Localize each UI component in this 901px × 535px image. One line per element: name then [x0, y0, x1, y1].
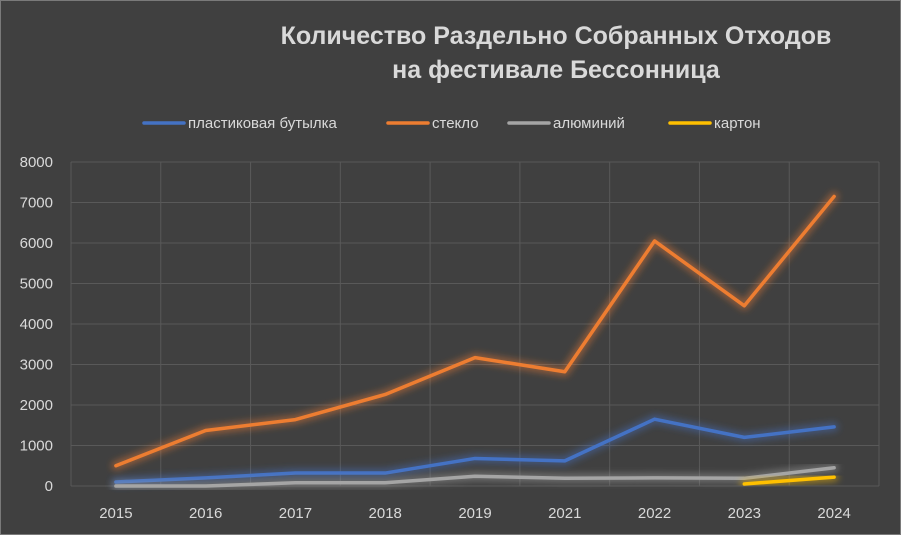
y-tick-label: 5000 [20, 276, 53, 293]
y-tick-label: 3000 [20, 357, 53, 374]
series-1 [111, 191, 839, 471]
chart-title-line-2: на фестивале Бессонница [392, 56, 720, 84]
x-tick-label: 2017 [279, 505, 312, 522]
x-tick-label: 2021 [548, 505, 581, 522]
x-tick-label: 2019 [458, 505, 491, 522]
series-2 [111, 463, 839, 491]
y-tick-label: 4000 [20, 316, 53, 333]
y-tick-label: 8000 [20, 154, 53, 171]
y-tick-label: 1000 [20, 438, 53, 455]
y-tick-label: 7000 [20, 195, 53, 212]
x-tick-label: 2024 [817, 505, 850, 522]
legend-label: картон [714, 115, 761, 132]
legend-label: алюминий [553, 115, 625, 132]
chart-title: Количество Раздельно Собранных Отходов н… [231, 19, 881, 87]
series-line [742, 475, 836, 486]
series-0 [111, 414, 839, 487]
y-tick-label: 2000 [20, 397, 53, 414]
chart-title-line-1: Количество Раздельно Собранных Отходов [280, 22, 832, 50]
series-line-glow [111, 191, 839, 471]
x-tick-label: 2016 [189, 505, 222, 522]
series-3 [739, 472, 839, 489]
y-tick-label: 6000 [20, 235, 53, 252]
x-tick-label: 2015 [99, 505, 132, 522]
legend-label: пластиковая бутылка [188, 115, 338, 132]
x-tick-label: 2018 [369, 505, 402, 522]
y-tick-label: 0 [45, 478, 53, 495]
x-tick-label: 2022 [638, 505, 671, 522]
x-tick-label: 2023 [728, 505, 761, 522]
legend-label: стекло [432, 115, 479, 132]
